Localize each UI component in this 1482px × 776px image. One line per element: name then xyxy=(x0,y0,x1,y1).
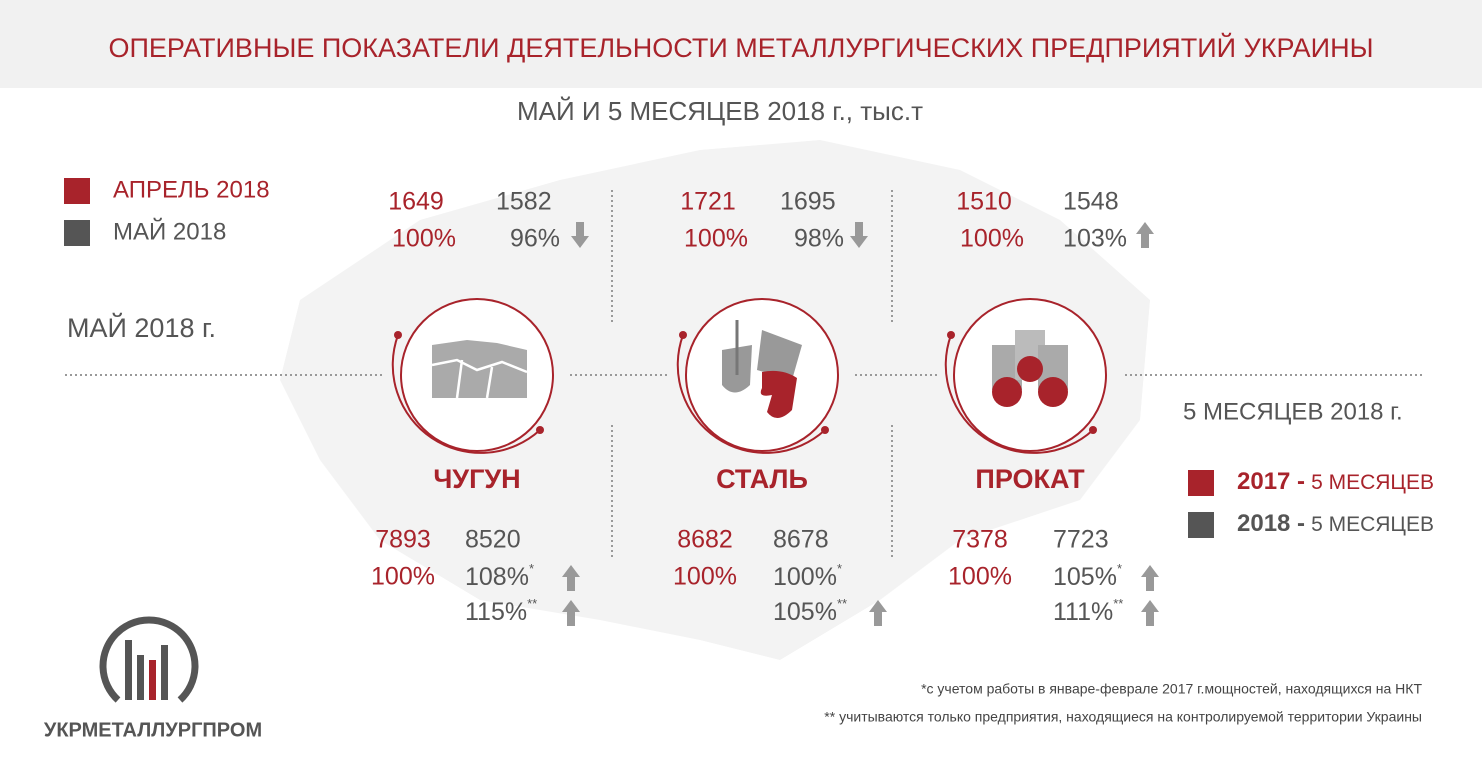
prev-value: 7893 xyxy=(375,526,431,554)
april-value: 1649 xyxy=(388,188,444,216)
may-pct: 98% xyxy=(794,225,844,253)
product-name: ПРОКАТ xyxy=(975,464,1085,494)
pct: 111% xyxy=(1053,598,1113,626)
icon-dot xyxy=(1089,426,1097,434)
dividers xyxy=(65,190,1422,560)
legend-year: 2017 - xyxy=(1237,468,1305,495)
legend-label: МАЙ 2018 xyxy=(113,217,226,245)
pct: 115% xyxy=(465,598,527,626)
trend-arrow xyxy=(869,600,887,626)
curr-value: 7723 xyxy=(1053,526,1109,554)
product-icon xyxy=(431,340,528,399)
legend-swatch xyxy=(1188,470,1214,496)
curr-pct: 111%** xyxy=(1053,596,1123,625)
trend-arrow xyxy=(562,565,580,591)
april-pct: 100% xyxy=(392,225,456,253)
curr-pct: 115%** xyxy=(465,596,537,625)
trend-arrow xyxy=(850,222,868,248)
footnote: ** учитываются только предприятия, наход… xyxy=(824,709,1422,725)
may-pct: 103% xyxy=(1063,225,1127,253)
icon-dot xyxy=(394,331,402,339)
icon-arc xyxy=(676,334,826,454)
pct-note: * xyxy=(1117,561,1122,576)
legend-text: 5 МЕСЯЦЕВ xyxy=(1311,513,1434,536)
legend-label: 2018 - 5 МЕСЯЦЕВ xyxy=(1237,510,1434,537)
curr-pct: 100%* xyxy=(773,561,842,590)
title: ОПЕРАТИВНЫЕ ПОКАЗАТЕЛИ ДЕЯТЕЛЬНОСТИ МЕТА… xyxy=(109,32,1374,63)
product-name: СТАЛЬ xyxy=(716,464,808,494)
trend-arrow xyxy=(571,222,589,248)
curr-pct: 105%** xyxy=(773,596,847,625)
pct-note: ** xyxy=(837,596,847,611)
pct-note: ** xyxy=(1113,596,1123,611)
pct-note: ** xyxy=(527,596,537,611)
legend-label: АПРЕЛЬ 2018 xyxy=(113,176,270,203)
curr-pct: 108%* xyxy=(465,561,534,590)
header-band xyxy=(0,0,1482,88)
legend-year: 2018 - xyxy=(1237,510,1305,537)
trend-arrow xyxy=(562,600,580,626)
prev-pct: 100% xyxy=(673,563,737,591)
section-label: 5 МЕСЯЦЕВ 2018 г. xyxy=(1183,398,1403,425)
april-value: 1510 xyxy=(956,188,1012,216)
april-pct: 100% xyxy=(960,225,1024,253)
icon-dot xyxy=(947,331,955,339)
pct-note: * xyxy=(837,561,842,576)
icon-arc xyxy=(944,334,1094,454)
trend-arrow xyxy=(1136,222,1154,248)
logo: УКРМЕТАЛЛУРГПРОМ xyxy=(44,616,262,741)
subtitle: МАЙ И 5 МЕСЯЦЕВ 2018 г., тыс.т xyxy=(517,96,923,126)
curr-value: 8520 xyxy=(465,526,521,554)
icon-dot xyxy=(821,426,829,434)
legend-label: 2017 - 5 МЕСЯЦЕВ xyxy=(1237,468,1434,495)
footnote: *с учетом работы в январе-феврале 2017 г… xyxy=(921,681,1422,697)
pct: 105% xyxy=(773,598,837,626)
may-value: 1695 xyxy=(780,188,836,216)
prev-value: 8682 xyxy=(677,526,733,554)
may-pct: 96% xyxy=(510,225,560,253)
prev-pct: 100% xyxy=(371,563,435,591)
legend-swatch xyxy=(1188,512,1214,538)
may-value: 1548 xyxy=(1063,188,1119,216)
legend-swatch xyxy=(64,178,90,204)
logo-text: УКРМЕТАЛЛУРГПРОМ xyxy=(44,719,262,741)
curr-value: 8678 xyxy=(773,526,829,554)
april-value: 1721 xyxy=(680,188,736,216)
pct-note: * xyxy=(529,561,534,576)
pct: 105% xyxy=(1053,563,1117,591)
pct: 100% xyxy=(773,563,837,591)
product-name: ЧУГУН xyxy=(433,464,520,494)
legend-text: 5 МЕСЯЦЕВ xyxy=(1311,471,1434,494)
april-pct: 100% xyxy=(684,225,748,253)
pct: 108% xyxy=(465,563,529,591)
legend-swatch xyxy=(64,220,90,246)
trend-arrow xyxy=(1141,600,1159,626)
section-label: МАЙ 2018 г. xyxy=(67,312,216,343)
product-icon xyxy=(722,320,802,419)
curr-pct: 105%* xyxy=(1053,561,1122,590)
may-value: 1582 xyxy=(496,188,552,216)
trend-arrow xyxy=(1141,565,1159,591)
icon-dot xyxy=(679,331,687,339)
icon-dot xyxy=(536,426,544,434)
product-icon xyxy=(992,330,1068,407)
prev-pct: 100% xyxy=(948,563,1012,591)
icon-arc xyxy=(391,334,541,454)
prev-value: 7378 xyxy=(952,526,1008,554)
